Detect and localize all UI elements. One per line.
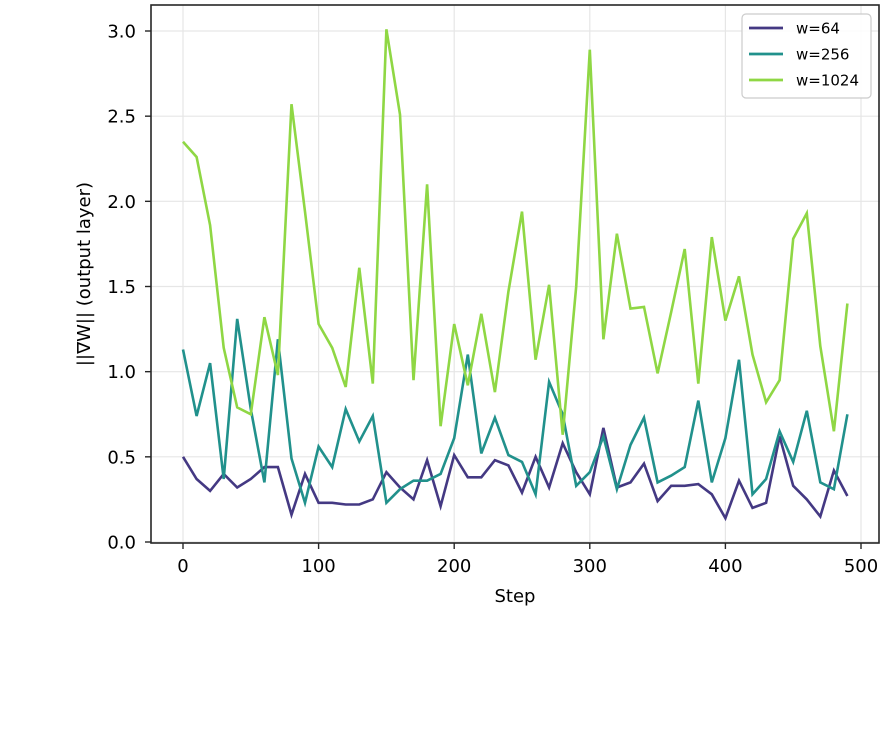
y-axis-ticks: 0.0 0.5 1.0 1.5 2.0 2.5 3.0 <box>107 22 151 554</box>
y-tick-label: 3.0 <box>107 22 136 43</box>
legend-box <box>741 13 872 99</box>
x-tick-label: 200 <box>437 556 471 577</box>
series-line-w-64 <box>181 427 849 522</box>
x-axis-label: Step <box>495 586 536 607</box>
y-tick-label: 0.0 <box>107 533 136 554</box>
legend-label: w=64 <box>796 20 840 38</box>
y-tick-label: 2.5 <box>107 107 136 128</box>
legend-label: w=256 <box>796 46 849 64</box>
y-tick-label: 2.0 <box>107 192 136 213</box>
x-tick-label: 300 <box>573 556 607 577</box>
x-axis-ticks: 0 100 200 300 400 500 <box>177 543 878 577</box>
x-tick-label: 500 <box>844 556 878 577</box>
series-line-w-1024 <box>182 29 849 435</box>
y-tick-label: 1.0 <box>107 362 136 383</box>
data-lines <box>181 29 849 522</box>
x-tick-label: 100 <box>301 556 335 577</box>
y-axis-label: ||∇W|| (output layer) <box>74 182 95 366</box>
y-tick-label: 1.5 <box>107 277 136 298</box>
legend: w=64 w=256 w=1024 <box>741 13 872 99</box>
plot-frame <box>150 4 880 544</box>
y-tick-label: 0.5 <box>107 447 136 468</box>
x-tick-label: 0 <box>177 556 188 577</box>
x-tick-label: 400 <box>708 556 742 577</box>
legend-label: w=1024 <box>796 72 859 90</box>
series-line-w-256 <box>181 318 849 508</box>
